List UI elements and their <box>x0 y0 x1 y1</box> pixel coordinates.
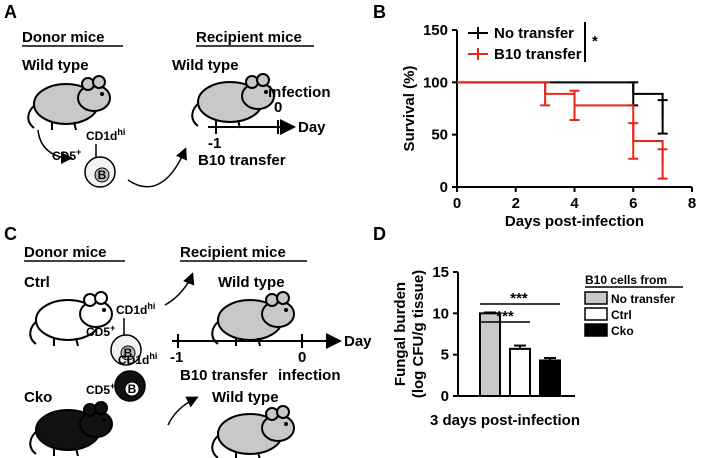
error-bar <box>514 344 526 349</box>
cell-label: B <box>124 346 133 360</box>
x-tick-label: 0 <box>453 195 461 212</box>
x-tick-label: 2 <box>512 195 520 212</box>
recipient-heading: Recipient mice <box>180 244 286 261</box>
timepoint-label: B10 transfer <box>180 367 268 384</box>
nucleus <box>124 381 140 397</box>
timepoint-label: infection <box>268 84 331 101</box>
mouse-label: Wild type <box>172 57 239 74</box>
panel-a: A Donor mice Wild type CD5+ CD1dhi B Rec… <box>4 2 331 188</box>
error-bar <box>628 122 639 160</box>
mouse-label: Cko <box>24 389 52 406</box>
x-axis-label: 3 days post-infection <box>430 412 580 429</box>
arrow <box>164 272 195 306</box>
legend-swatch <box>584 323 608 337</box>
donor-heading: Donor mice <box>22 29 105 46</box>
timepoint-label: B10 transfer <box>198 152 286 169</box>
mouse-label: Wild type <box>218 274 285 291</box>
panel-letter: C <box>4 224 17 244</box>
error-bar <box>540 81 551 107</box>
y-tick-label: 5 <box>441 347 449 364</box>
mouse <box>29 401 113 457</box>
nucleus <box>94 167 110 183</box>
legend-title: B10 cells from <box>585 273 667 287</box>
marker-label: CD5+ <box>52 147 81 163</box>
y-tick-label: 15 <box>432 264 449 281</box>
mouse <box>211 405 295 458</box>
error-bar <box>484 311 496 314</box>
timepoint-label: -1 <box>170 349 183 366</box>
y-axis-label: Fungal burden <box>392 282 409 386</box>
legend-label: No transfer <box>494 25 574 42</box>
panel-letter: B <box>373 2 386 22</box>
donor-heading: Donor mice <box>24 244 107 261</box>
x-axis-label: Days post-infection <box>505 213 644 230</box>
mouse-label: Wild type <box>22 57 89 74</box>
y-axis-label: Survival (%) <box>401 66 418 152</box>
error-bar <box>569 89 580 122</box>
nucleus <box>120 345 136 361</box>
arrow <box>167 396 199 426</box>
panel-c: C Donor mice Ctrl CD5+ CD1dhi B Recipien… <box>4 224 372 458</box>
error-bar <box>657 99 668 135</box>
marker-label: CD5+ <box>86 323 115 339</box>
arrow <box>37 129 73 164</box>
mouse <box>27 75 111 131</box>
y-tick-label: 150 <box>423 22 448 39</box>
legend-label: No transfer <box>611 292 675 306</box>
mouse-label: Ctrl <box>24 274 50 291</box>
marker-label: CD5+ <box>86 381 115 397</box>
panel-letter: A <box>4 2 17 22</box>
timepoint-label: 0 <box>274 99 282 116</box>
mouse <box>191 73 275 129</box>
panel-letter: D <box>373 224 386 244</box>
cell-label: B <box>128 382 137 396</box>
marker-label: CD1dhi <box>118 351 157 367</box>
cell-label: B <box>98 168 107 182</box>
bar <box>539 359 561 398</box>
timeline-unit: Day <box>298 119 326 136</box>
legend-label: B10 transfer <box>494 46 582 63</box>
x-tick-label: 8 <box>688 195 696 212</box>
marker-label: CD1dhi <box>116 301 155 317</box>
error-bar <box>544 356 556 361</box>
timepoint-label: infection <box>278 367 341 384</box>
timepoint-label: 0 <box>298 349 306 366</box>
legend-label: Cko <box>611 324 634 338</box>
timepoint-label: -1 <box>208 135 221 152</box>
timeline-unit: Day <box>344 333 372 350</box>
mouse-label: Wild type <box>212 389 279 406</box>
bar <box>479 312 501 398</box>
recipient-heading: Recipient mice <box>196 29 302 46</box>
legend-swatch <box>584 291 608 305</box>
y-tick-label: 50 <box>431 127 448 144</box>
x-tick-label: 6 <box>629 195 637 212</box>
survival-line <box>457 81 664 117</box>
legend-label: Ctrl <box>611 308 632 322</box>
significance-label: *** <box>496 308 514 325</box>
y-tick-label: 0 <box>441 388 449 405</box>
y-axis-label: (log CFU/g tissue) <box>410 270 427 398</box>
y-tick-label: 0 <box>440 179 448 196</box>
mouse <box>211 291 295 347</box>
legend-swatch <box>584 307 608 321</box>
error-bar <box>657 148 668 180</box>
marker-label: CD1dhi <box>86 127 125 143</box>
significance-label: * <box>592 33 598 50</box>
x-tick-label: 4 <box>570 195 579 212</box>
y-tick-label: 100 <box>423 74 448 91</box>
arrow <box>127 147 187 188</box>
bar <box>509 347 531 398</box>
significance-label: *** <box>510 290 528 307</box>
y-tick-label: 10 <box>432 305 449 322</box>
